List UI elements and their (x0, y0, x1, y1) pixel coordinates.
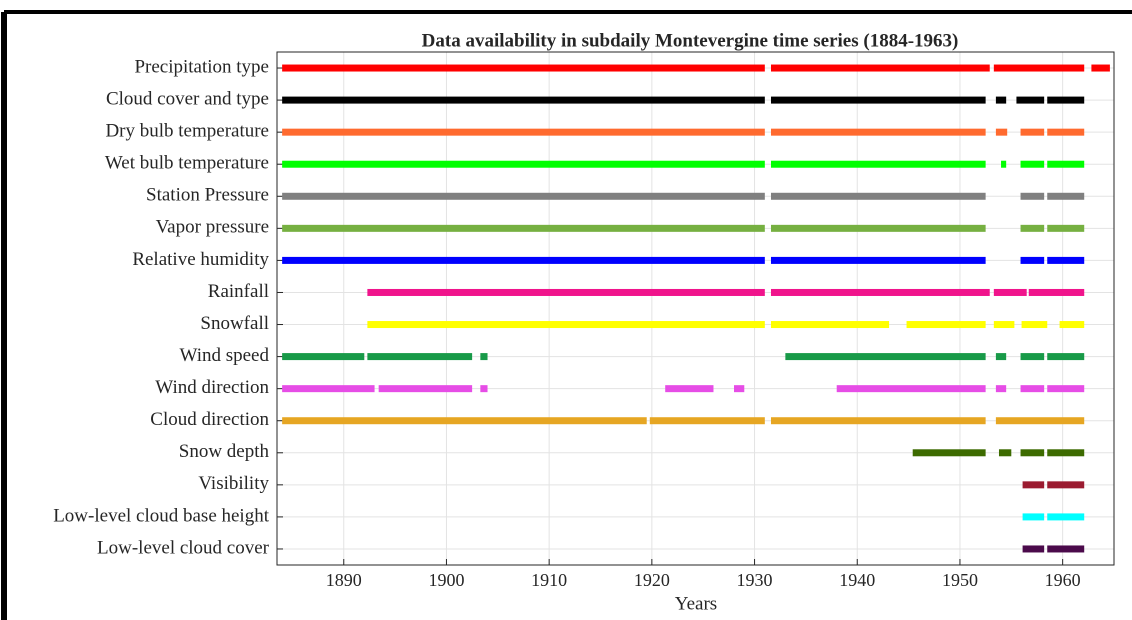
availability-bar (785, 353, 986, 361)
availability-bar (480, 385, 488, 393)
availability-bar (1047, 160, 1085, 168)
y-tick-label: Station Pressure (146, 185, 269, 206)
availability-bar (1022, 513, 1045, 521)
x-tick-label: 1900 (428, 570, 464, 590)
y-tick-label: Low-level cloud base height (53, 505, 270, 526)
availability-bar (282, 224, 765, 232)
availability-bar (282, 353, 365, 361)
availability-bar (836, 385, 986, 393)
availability-bar (282, 64, 765, 72)
availability-bar (1028, 288, 1085, 296)
availability-bar (770, 192, 986, 200)
availability-bar (1020, 160, 1045, 168)
availability-bar (1047, 513, 1085, 521)
availability-bar (1022, 481, 1045, 489)
availability-bar (282, 385, 375, 393)
y-tick-label: Visibility (198, 473, 269, 494)
availability-bar (1047, 224, 1085, 232)
availability-bar (912, 449, 986, 457)
availability-bar (1047, 128, 1085, 136)
y-tick-label: Cloud direction (150, 409, 269, 430)
availability-bar (282, 96, 765, 104)
availability-bar (1001, 160, 1007, 168)
availability-bar (1020, 192, 1045, 200)
x-tick-label: 1950 (942, 570, 978, 590)
availability-bar (282, 192, 765, 200)
availability-bar (734, 385, 745, 393)
availability-bar (995, 417, 1085, 425)
availability-bar (995, 353, 1007, 361)
availability-bar (1047, 481, 1085, 489)
availability-bar (649, 417, 765, 425)
availability-bar (906, 321, 986, 329)
x-tick-label: 1930 (737, 570, 773, 590)
availability-bar (993, 321, 1015, 329)
y-tick-label: Cloud cover and type (106, 88, 269, 109)
chart-title: Data availability in subdaily Montevergi… (422, 30, 959, 51)
x-tick-label: 1960 (1045, 570, 1081, 590)
availability-bar (770, 96, 986, 104)
y-tick-label: Rainfall (208, 281, 269, 302)
y-tick-label: Dry bulb temperature (105, 121, 269, 142)
availability-bar (378, 385, 473, 393)
availability-bar (1047, 353, 1085, 361)
availability-bar (1016, 96, 1045, 104)
availability-bar (282, 160, 765, 168)
x-tick-label: 1940 (839, 570, 875, 590)
availability-bar (1022, 545, 1045, 553)
availability-bar (993, 288, 1027, 296)
availability-bar (1047, 449, 1085, 457)
x-tick-label: 1890 (326, 570, 362, 590)
availability-bar (770, 321, 890, 329)
availability-bar (1021, 321, 1048, 329)
availability-bar (995, 96, 1007, 104)
availability-bar (1047, 192, 1085, 200)
y-tick-label: Vapor pressure (156, 217, 269, 238)
availability-bar (770, 288, 990, 296)
availability-bar (367, 321, 765, 329)
availability-bar (995, 385, 1007, 393)
y-tick-label: Relative humidity (132, 249, 269, 270)
availability-bar (1020, 224, 1045, 232)
availability-bar (1020, 385, 1045, 393)
y-tick-label: Snow depth (179, 441, 270, 462)
x-tick-label: 1910 (531, 570, 567, 590)
availability-bar (367, 353, 473, 361)
availability-bar (998, 449, 1012, 457)
availability-bar (1047, 545, 1085, 553)
availability-bar (1047, 385, 1085, 393)
availability-bar (367, 288, 765, 296)
availability-bar (1020, 256, 1045, 264)
availability-bar (770, 224, 986, 232)
availability-bar (480, 353, 488, 361)
y-tick-label: Wind direction (155, 377, 269, 398)
y-tick-label: Wind speed (180, 345, 270, 366)
y-tick-label: Low-level cloud cover (97, 537, 270, 558)
availability-bar (1020, 353, 1045, 361)
y-tick-label: Precipitation type (134, 56, 269, 77)
availability-bar (1047, 96, 1085, 104)
availability-bar (770, 160, 986, 168)
availability-bar (1091, 64, 1110, 72)
y-tick-label: Snowfall (200, 313, 269, 334)
availability-bar (770, 128, 986, 136)
availability-bar (665, 385, 714, 393)
availability-bar (993, 64, 1085, 72)
availability-bar (770, 64, 990, 72)
availability-bar (282, 256, 765, 264)
availability-bar (282, 417, 647, 425)
x-axis-label: Years (675, 593, 717, 614)
availability-bar (1020, 128, 1045, 136)
availability-bar (770, 256, 986, 264)
x-tick-label: 1920 (634, 570, 670, 590)
availability-bar (995, 128, 1008, 136)
availability-bar (770, 417, 986, 425)
y-tick-label: Wet bulb temperature (105, 153, 269, 174)
plot-area (276, 51, 1115, 566)
availability-bar (1020, 449, 1045, 457)
availability-bar (1047, 256, 1085, 264)
availability-bar (1059, 321, 1085, 329)
availability-bar (282, 128, 765, 136)
